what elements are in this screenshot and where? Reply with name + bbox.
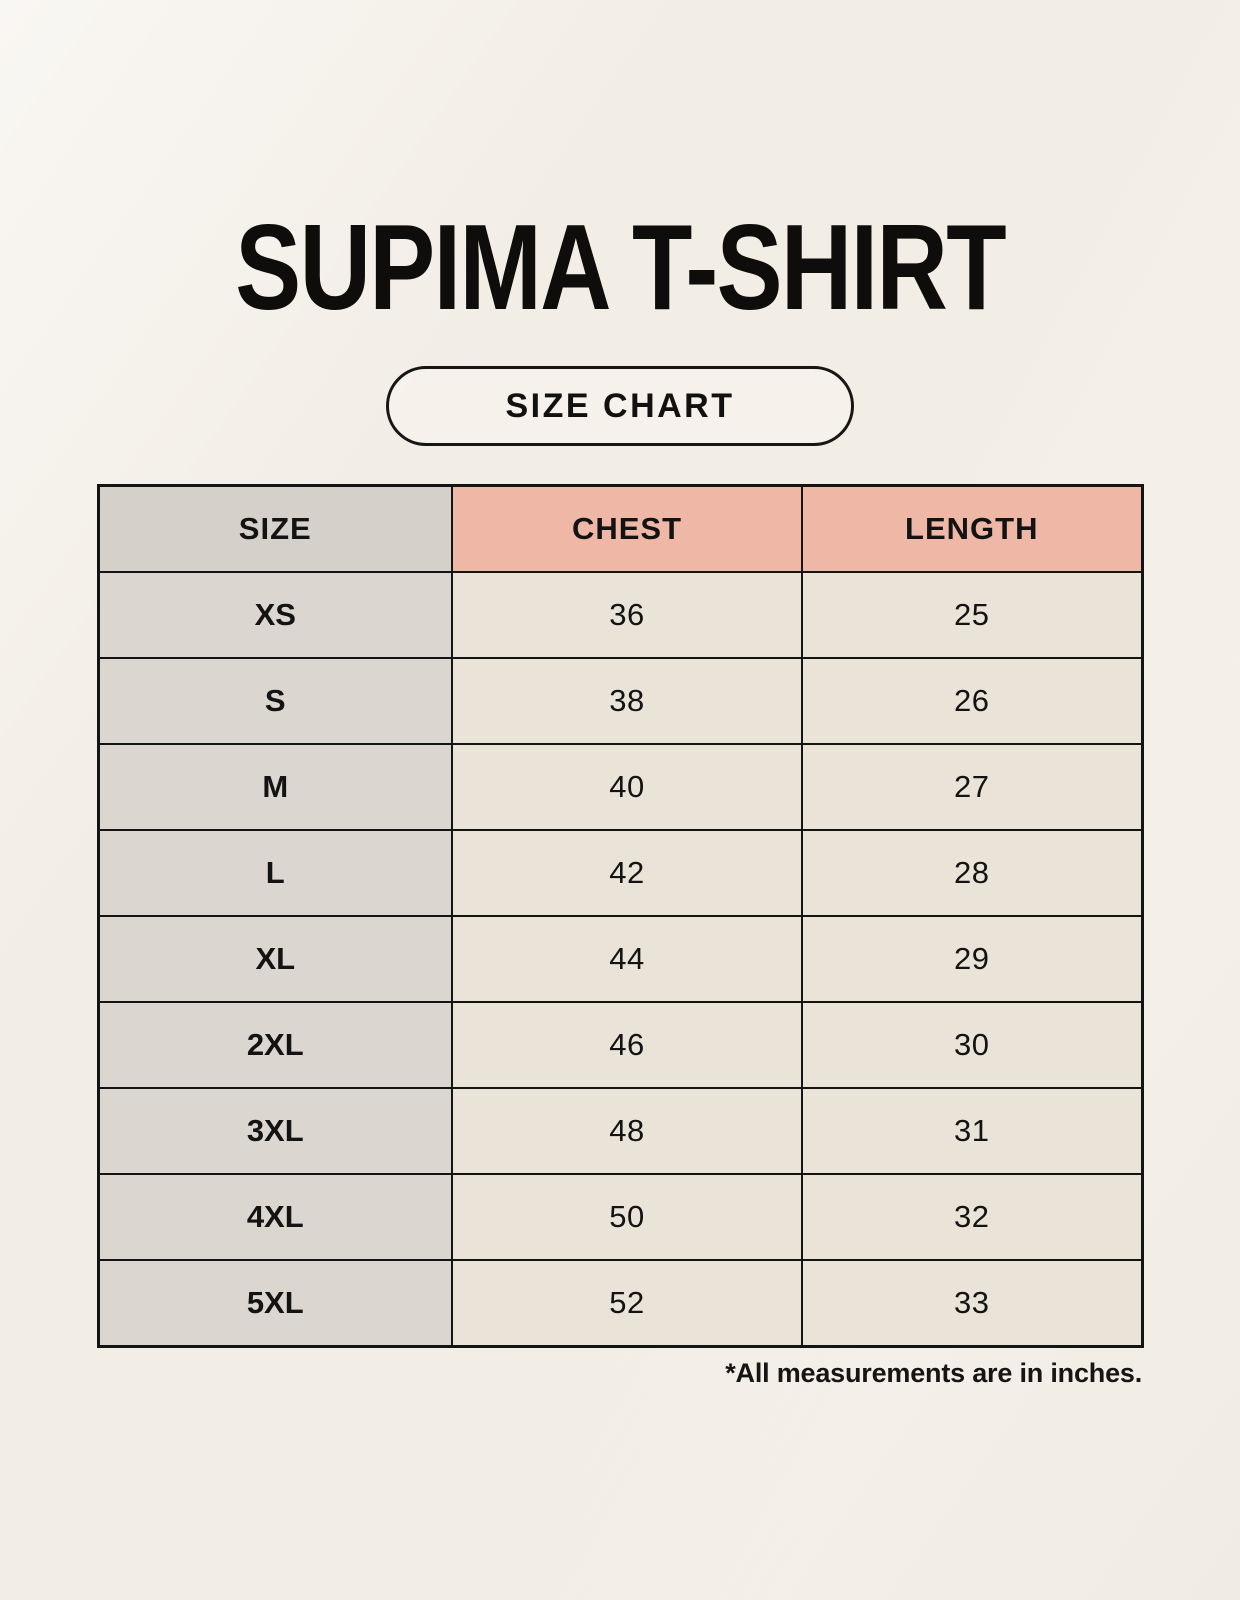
length-value: 30 xyxy=(801,1001,1143,1089)
chest-value: 38 xyxy=(451,657,803,745)
size-label: 5XL xyxy=(97,1259,453,1348)
table-row: M 40 27 xyxy=(97,743,1143,831)
table-row: L 42 28 xyxy=(97,829,1143,917)
size-label: M xyxy=(97,743,453,831)
length-value: 26 xyxy=(801,657,1143,745)
chest-value: 50 xyxy=(451,1173,803,1261)
chest-value: 52 xyxy=(451,1259,803,1348)
column-header-chest: CHEST xyxy=(451,484,803,573)
table-header: SIZE CHEST LENGTH xyxy=(97,484,1143,573)
size-label: 3XL xyxy=(97,1087,453,1175)
size-label: L xyxy=(97,829,453,917)
table-row: 4XL 50 32 xyxy=(97,1173,1143,1261)
measurements-footnote: *All measurements are in inches. xyxy=(725,1358,1142,1388)
length-value: 32 xyxy=(801,1173,1143,1261)
length-value: 28 xyxy=(801,829,1143,917)
chest-value: 44 xyxy=(451,915,803,1003)
column-header-size: SIZE xyxy=(97,484,453,573)
chest-value: 48 xyxy=(451,1087,803,1175)
size-label: S xyxy=(97,657,453,745)
size-chart-table: SIZE CHEST LENGTH XS 36 25 S 38 26 M 40 … xyxy=(96,484,1144,1348)
page-title: SUPIMA T-SHIRT xyxy=(0,0,1240,328)
header-row: SIZE CHEST LENGTH xyxy=(97,484,1143,573)
column-header-length: LENGTH xyxy=(801,484,1143,573)
size-label: 4XL xyxy=(97,1173,453,1261)
chest-value: 40 xyxy=(451,743,803,831)
page-title-text: SUPIMA T-SHIRT xyxy=(235,199,1006,335)
length-value: 31 xyxy=(801,1087,1143,1175)
length-value: 25 xyxy=(801,571,1143,659)
chest-value: 42 xyxy=(451,829,803,917)
size-label: 2XL xyxy=(97,1001,453,1089)
table-row: 2XL 46 30 xyxy=(97,1001,1143,1089)
length-value: 33 xyxy=(801,1259,1143,1348)
length-value: 29 xyxy=(801,915,1143,1003)
table-body: XS 36 25 S 38 26 M 40 27 L 42 28 XL 44 xyxy=(97,571,1143,1348)
table-row: 3XL 48 31 xyxy=(97,1087,1143,1175)
chest-value: 36 xyxy=(451,571,803,659)
table-row: S 38 26 xyxy=(97,657,1143,745)
size-label: XS xyxy=(97,571,453,659)
table-row: XS 36 25 xyxy=(97,571,1143,659)
size-chart-badge-label: SIZE CHART xyxy=(505,386,735,425)
table-row: 5XL 52 33 xyxy=(97,1259,1143,1348)
table-row: XL 44 29 xyxy=(97,915,1143,1003)
size-chart-badge: SIZE CHART xyxy=(386,366,854,446)
length-value: 27 xyxy=(801,743,1143,831)
chest-value: 46 xyxy=(451,1001,803,1089)
size-label: XL xyxy=(97,915,453,1003)
